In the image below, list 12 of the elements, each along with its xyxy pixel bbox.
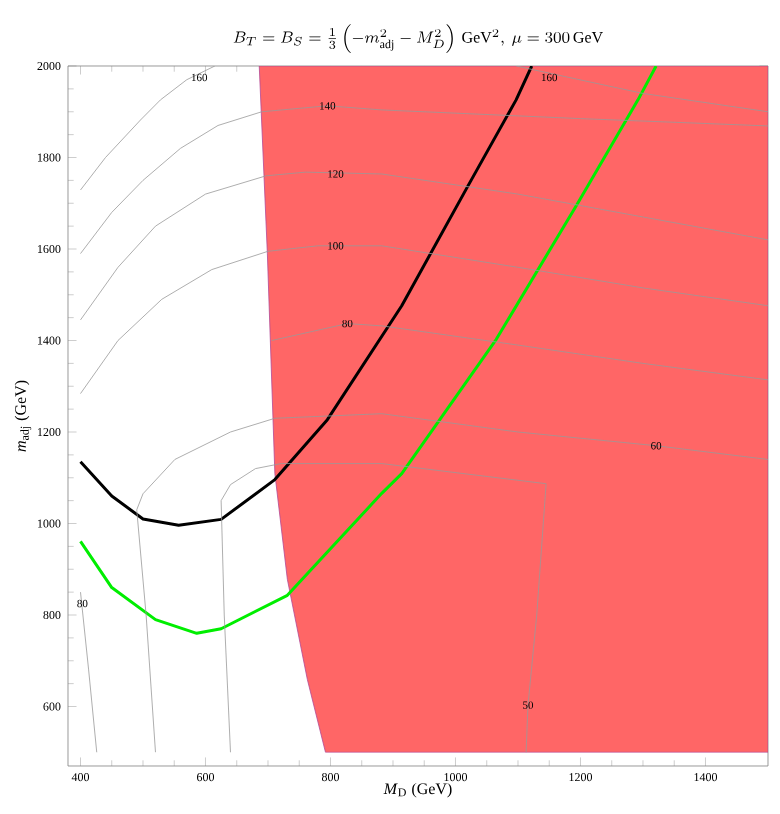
line-series xyxy=(80,66,216,191)
line-series xyxy=(271,323,768,381)
line-series xyxy=(79,66,658,635)
line-series xyxy=(79,66,534,527)
line-series xyxy=(136,413,768,753)
x-axis-title: M$_{D}$ (GeV) xyxy=(383,782,452,798)
chart-title: $B_T=B_S=\frac{1}{3}\left(-m_{\mathrm{adj}}^2-M_D^2\right)\,\mathrm{GeV}^2,\ \mu=300\,\mathrm{GeV}$ xyxy=(233,24,603,53)
y-axis-title: m$_{adj}$ (GeV) xyxy=(14,380,32,452)
line-series xyxy=(220,463,547,753)
line-series xyxy=(80,171,768,321)
line-series xyxy=(80,105,768,254)
line-series xyxy=(80,245,768,394)
